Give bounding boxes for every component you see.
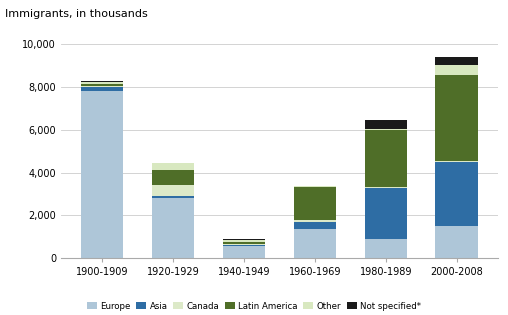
Bar — [435, 57, 478, 65]
Bar — [152, 186, 194, 196]
Bar — [365, 186, 407, 188]
Bar — [435, 161, 478, 162]
Bar — [152, 196, 194, 198]
Bar — [81, 86, 123, 87]
Bar — [294, 187, 336, 220]
Bar — [435, 75, 478, 161]
Bar — [81, 91, 123, 258]
Bar — [223, 240, 265, 242]
Bar — [223, 246, 265, 258]
Bar — [223, 244, 265, 245]
Bar — [152, 163, 194, 170]
Bar — [223, 245, 265, 246]
Bar — [81, 87, 123, 91]
Bar — [365, 129, 407, 130]
Bar — [152, 198, 194, 258]
Bar — [294, 222, 336, 229]
Bar — [365, 120, 407, 129]
Bar — [365, 130, 407, 186]
Text: Immigrants, in thousands: Immigrants, in thousands — [5, 9, 148, 20]
Bar — [81, 84, 123, 86]
Bar — [294, 229, 336, 258]
Bar — [365, 188, 407, 239]
Bar — [152, 170, 194, 186]
Legend: Europe, Asia, Canada, Latin America, Other, Not specified*: Europe, Asia, Canada, Latin America, Oth… — [87, 302, 421, 311]
Bar — [223, 238, 265, 240]
Bar — [435, 65, 478, 75]
Bar — [435, 162, 478, 226]
Bar — [223, 242, 265, 244]
Bar — [81, 82, 123, 84]
Bar — [435, 226, 478, 258]
Bar — [81, 81, 123, 82]
Bar — [294, 220, 336, 222]
Bar — [365, 239, 407, 258]
Bar — [294, 186, 336, 187]
